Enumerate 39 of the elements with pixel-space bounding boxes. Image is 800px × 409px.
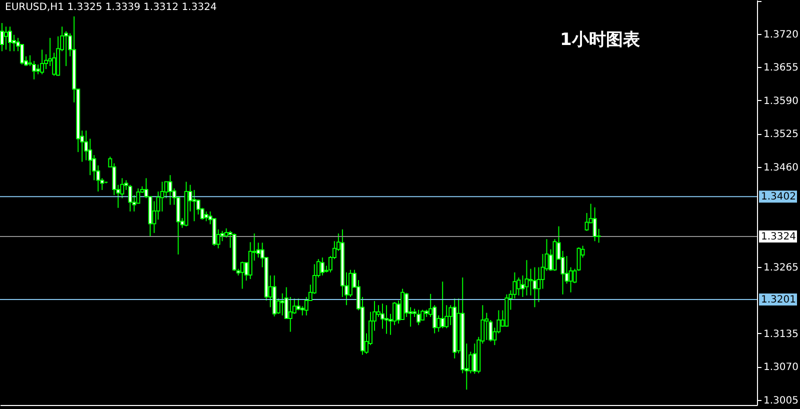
y-tick-label: 1.3135 bbox=[764, 328, 798, 340]
candlestick bbox=[420, 309, 425, 321]
candlestick bbox=[440, 281, 445, 329]
candlestick bbox=[472, 343, 477, 374]
candlestick bbox=[240, 261, 244, 290]
candlestick bbox=[592, 206, 597, 242]
candlestick bbox=[568, 266, 573, 293]
candlestick bbox=[288, 296, 292, 332]
candlestick bbox=[128, 184, 132, 212]
ref-line-label: 1.3324 bbox=[761, 232, 796, 243]
y-tick-label: 1.3460 bbox=[764, 162, 798, 174]
ref-line-label: 1.3201 bbox=[761, 294, 796, 306]
candlestick bbox=[4, 26, 8, 50]
candlestick bbox=[320, 257, 324, 276]
y-tick-label: 1.3525 bbox=[764, 129, 798, 140]
y-tick-label: 1.3590 bbox=[764, 96, 798, 107]
candlestick bbox=[64, 30, 68, 67]
candlestick bbox=[0, 22, 4, 52]
y-tick-label: 1.3655 bbox=[764, 62, 798, 74]
annotation: 1小时图表 bbox=[560, 30, 641, 50]
y-tick-label: 1.3070 bbox=[764, 362, 798, 374]
candlestick bbox=[168, 174, 172, 206]
candlestick bbox=[40, 49, 44, 75]
chart-title: EURUSD,H1 1.3325 1.3339 1.3312 1.3324 bbox=[5, 2, 217, 13]
candlestick bbox=[384, 304, 389, 334]
candlestick bbox=[532, 266, 537, 308]
candlestick bbox=[524, 260, 529, 296]
candlestick bbox=[192, 189, 196, 222]
candlestick bbox=[8, 26, 12, 52]
candlestick bbox=[36, 64, 40, 75]
ref-line-label: 1.3402 bbox=[761, 192, 796, 203]
candlestick bbox=[204, 210, 208, 222]
y-tick-label: 1.3265 bbox=[764, 262, 798, 274]
candlestick bbox=[584, 212, 589, 232]
y-tick-label: 1.3005 bbox=[764, 395, 798, 406]
y-tick-label: 1.3720 bbox=[764, 29, 798, 40]
candlestick bbox=[280, 292, 284, 316]
candlestick bbox=[304, 296, 308, 316]
candlestick bbox=[416, 309, 421, 326]
